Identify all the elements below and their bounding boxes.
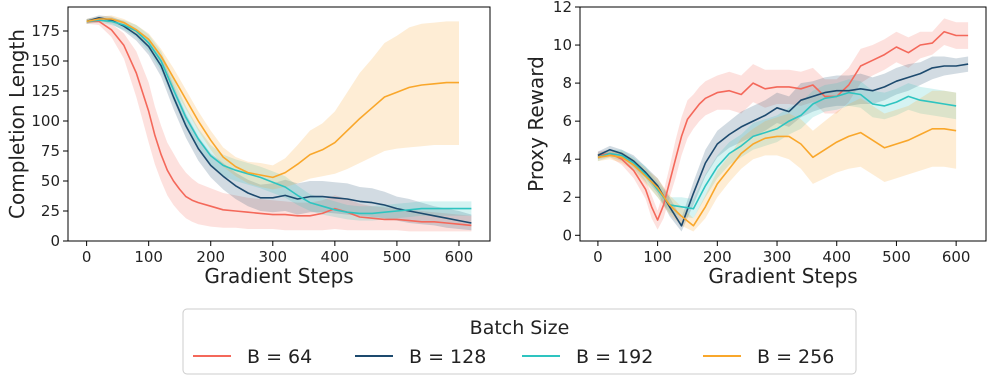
proxy-reward-band-b-64 — [597, 18, 969, 230]
proxy-reward-x-tick-label: 600 — [942, 248, 971, 266]
proxy-reward-y-tick-label: 8 — [562, 74, 572, 92]
proxy-reward-chart: 0 100 200 300 400 500 600 0 2 4 6 8 10 12 Gradient Ste… — [524, 0, 987, 288]
completion-length-x-tick-label: 600 — [445, 248, 474, 266]
legend: Batch Size B = 64 B = 128 B = 192 B = 256 — [182, 308, 857, 375]
completion-length-y-tick-label: 0 — [50, 232, 60, 250]
completion-length-y-tick-label: 175 — [31, 22, 60, 40]
completion-length-band-b-192 — [86, 17, 472, 221]
proxy-reward-y-tick-label: 4 — [562, 150, 572, 168]
legend-frame — [182, 308, 857, 375]
completion-length-axes-frame — [67, 6, 491, 242]
legend-label: B = 64 — [247, 346, 312, 368]
legend-label: B = 256 — [757, 346, 834, 368]
completion-length-x-tick-label: 300 — [258, 248, 287, 266]
proxy-reward-y-tick-label: 6 — [562, 112, 572, 130]
proxy-reward-y-tick-label: 10 — [553, 36, 572, 54]
proxy-reward-line-b-192 — [597, 91, 957, 210]
proxy-reward-x-tick-label: 400 — [822, 248, 851, 266]
completion-length-y-tick-label: 50 — [41, 172, 60, 190]
proxy-reward-lines — [597, 30, 969, 227]
completion-length-y-tick-label: 25 — [41, 202, 60, 220]
proxy-reward-x-tick-label: 500 — [882, 248, 911, 266]
proxy-reward-band-b-256 — [597, 90, 957, 232]
proxy-reward-y-tick-label: 12 — [553, 0, 572, 16]
legend-item-b-256: B = 256 — [703, 346, 834, 368]
legend-label: B = 192 — [576, 346, 653, 368]
proxy-reward-x-tick-label: 200 — [703, 248, 732, 266]
completion-length-y-tick-label: 125 — [31, 82, 60, 100]
legend-label: B = 128 — [409, 346, 486, 368]
proxy-reward-axes-frame — [579, 6, 987, 242]
proxy-reward-x-tick-label: 100 — [643, 248, 672, 266]
proxy-reward-band-b-128 — [597, 56, 969, 232]
completion-length-y-tick-label: 75 — [41, 142, 60, 160]
completion-length-x-tick-label: 100 — [134, 248, 163, 266]
proxy-reward-y-tick-label: 2 — [562, 188, 572, 206]
completion-length-x-tick-label: 0 — [82, 248, 92, 266]
legend-item-b-64: B = 64 — [193, 346, 312, 368]
proxy-reward-x-tick-label: 0 — [593, 248, 603, 266]
completion-length-x-tick-label: 400 — [321, 248, 350, 266]
legend-title: Batch Size — [470, 317, 570, 339]
completion-length-chart: 0 100 200 300 400 500 600 0 25 50 75 100 125 150 175 Gr… — [5, 6, 491, 288]
proxy-reward-y-tick-label: 0 — [562, 226, 572, 244]
legend-item-b-192: B = 192 — [522, 346, 653, 368]
completion-length-y-tick-label: 100 — [31, 112, 60, 130]
completion-length-line-b-256 — [86, 18, 459, 179]
completion-length-x-axis-label: Gradient Steps — [204, 264, 353, 288]
completion-length-lines — [86, 16, 472, 227]
proxy-reward-x-tick-label: 300 — [763, 248, 792, 266]
completion-length-band-b-256 — [86, 15, 459, 190]
proxy-reward-line-b-64 — [597, 30, 969, 221]
proxy-reward-bands — [597, 18, 969, 232]
completion-length-x-tick-label: 500 — [383, 248, 412, 266]
completion-length-line-b-64 — [86, 20, 472, 227]
proxy-reward-line-b-256 — [597, 128, 957, 227]
legend-entries: B = 64 B = 128 B = 192 B = 256 — [193, 346, 834, 368]
proxy-reward-y-axis-label: Proxy Reward — [524, 56, 548, 192]
completion-length-band-b-64 — [86, 17, 472, 232]
completion-length-line-b-192 — [86, 19, 472, 215]
legend-item-b-128: B = 128 — [355, 346, 486, 368]
completion-length-x-tick-label: 200 — [196, 248, 225, 266]
completion-length-y-tick-label: 150 — [31, 52, 60, 70]
completion-length-y-axis-label: Completion Length — [5, 29, 29, 219]
completion-length-bands — [86, 15, 472, 232]
proxy-reward-band-b-192 — [597, 79, 957, 219]
proxy-reward-x-axis-label: Gradient Steps — [708, 264, 857, 288]
